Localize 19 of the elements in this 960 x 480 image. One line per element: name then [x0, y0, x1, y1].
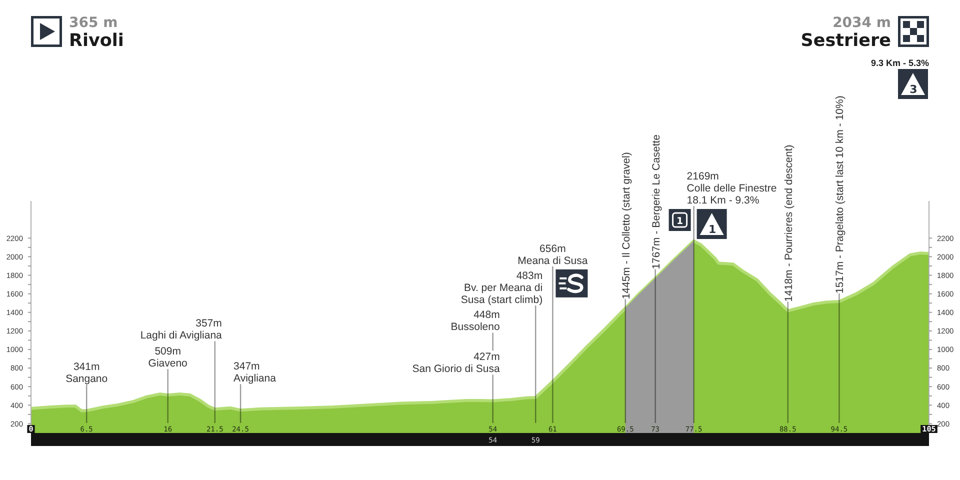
ref-line-label: 1767m - Bergerie Le Casette: [650, 134, 662, 270]
text: 9.3 Km - 5.3%: [870, 58, 929, 68]
annotation: 1: [676, 216, 684, 227]
ref-line-label: 448m Bussoleno: [450, 309, 500, 334]
ref-line-label: 656m Meana di Susa: [518, 242, 588, 267]
text: 365 m Rivoli: [69, 15, 124, 51]
ref-line-label: 483m Bv. per Meana di Susa (start climb): [460, 270, 543, 306]
ref-line-label: 357m Laghi di Avigliana: [140, 318, 222, 342]
annotation: 1: [708, 222, 716, 236]
text: 3: [910, 83, 918, 96]
ref-line-label: 1418m - Pourrieres (end descent): [782, 144, 795, 302]
ref-line-label: 427m San Giorio di Susa: [412, 351, 500, 376]
text: 2034 m Sestriere: [800, 15, 892, 51]
ref-line-label: 347m Avigliana: [234, 360, 276, 385]
ref-line-label: 341m Sangano: [66, 361, 108, 386]
ref-line-label: 2169m Colle delle Finestre 18.1 Km - 9.3%: [686, 170, 777, 206]
ref-line-label: 509m Giaveno: [148, 346, 188, 370]
ref-line-label: 1445m - Il Colletto (start gravel): [620, 152, 632, 300]
ref-line-label: 1517m - Pragelato (start last 10 km - 10%): [834, 96, 846, 294]
